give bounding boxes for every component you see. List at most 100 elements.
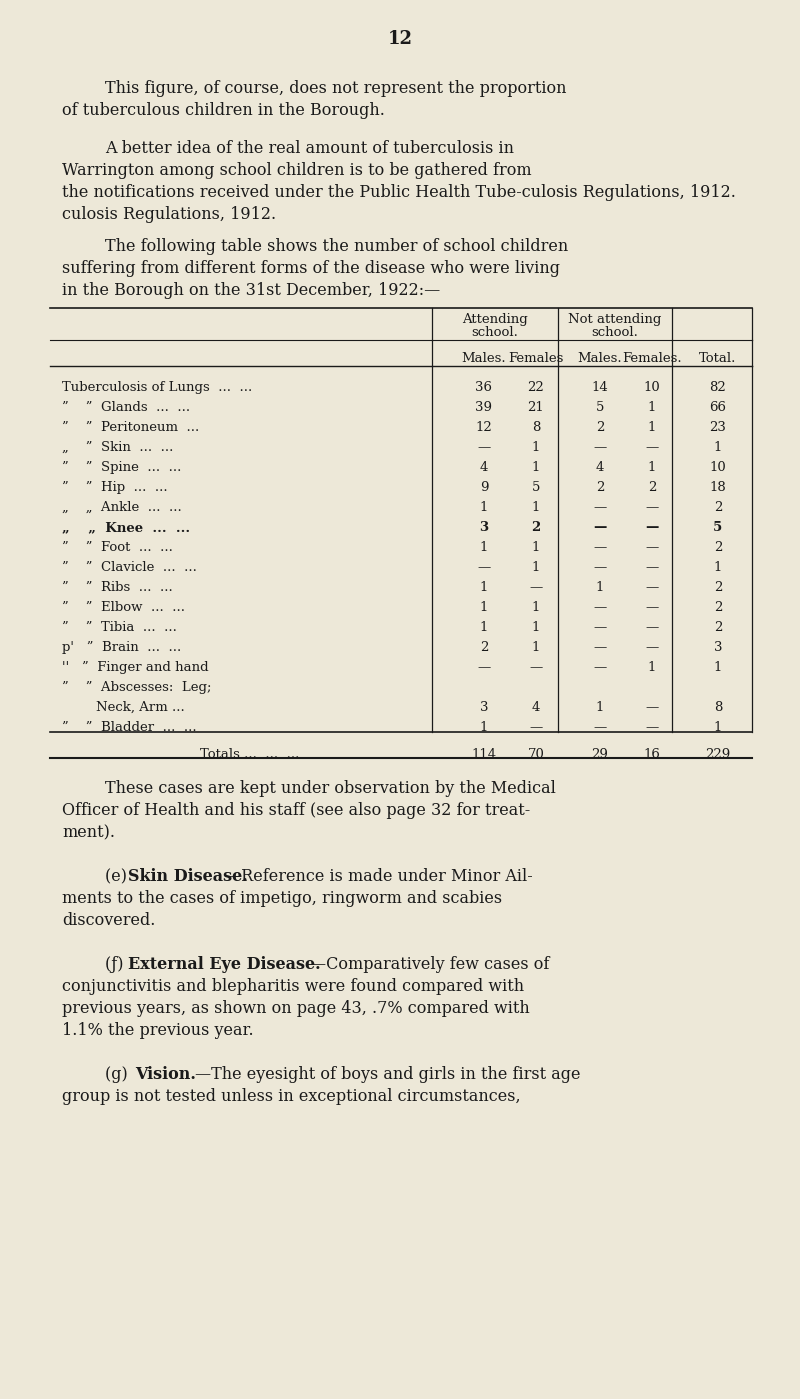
Text: 1: 1	[532, 561, 540, 574]
Text: 1: 1	[648, 402, 656, 414]
Text: —: —	[478, 660, 490, 674]
Text: 2: 2	[714, 602, 722, 614]
Text: 22: 22	[528, 381, 544, 395]
Text: ''   ”  Finger and hand: '' ” Finger and hand	[62, 660, 209, 674]
Text: ments to the cases of impetigo, ringworm and scabies: ments to the cases of impetigo, ringworm…	[62, 890, 502, 907]
Text: in the Borough on the 31st December, 1922:—: in the Borough on the 31st December, 192…	[62, 283, 440, 299]
Text: Warrington among school children is to be gathered from: Warrington among school children is to b…	[62, 162, 532, 179]
Text: ment).: ment).	[62, 824, 115, 841]
Text: ”    ”  Hip  ...  ...: ” ” Hip ... ...	[62, 481, 168, 494]
Text: group is not tested unless in exceptional circumstances,: group is not tested unless in exceptiona…	[62, 1088, 521, 1105]
Text: —: —	[594, 621, 606, 634]
Text: 5: 5	[714, 520, 722, 534]
Text: 4: 4	[596, 462, 604, 474]
Text: 1: 1	[532, 501, 540, 513]
Text: —: —	[646, 501, 658, 513]
Text: 66: 66	[710, 402, 726, 414]
Text: 1: 1	[480, 501, 488, 513]
Text: 1: 1	[480, 602, 488, 614]
Text: 1: 1	[480, 541, 488, 554]
Text: 10: 10	[644, 381, 660, 395]
Text: —: —	[478, 561, 490, 574]
Text: ”    ”  Peritoneum  ...: ” ” Peritoneum ...	[62, 421, 199, 434]
Text: 8: 8	[532, 421, 540, 434]
Text: 1.1% the previous year.: 1.1% the previous year.	[62, 1023, 254, 1039]
Text: —: —	[646, 541, 658, 554]
Text: 1: 1	[480, 581, 488, 595]
Text: Tuberculosis of Lungs  ...  ...: Tuberculosis of Lungs ... ...	[62, 381, 252, 395]
Text: A better idea of the real amount of tuberculosis in: A better idea of the real amount of tube…	[105, 140, 514, 157]
Text: Attending: Attending	[462, 313, 528, 326]
Text: 1: 1	[714, 660, 722, 674]
Text: the notifications received under the Public Health Tube­culosis Regulations, 191: the notifications received under the Pub…	[62, 185, 736, 201]
Text: 1: 1	[532, 462, 540, 474]
Text: ”    ”  Glands  ...  ...: ” ” Glands ... ...	[62, 402, 190, 414]
Text: Total.: Total.	[699, 353, 737, 365]
Text: Females.: Females.	[622, 353, 682, 365]
Text: 9: 9	[480, 481, 488, 494]
Text: school.: school.	[471, 326, 518, 339]
Text: —: —	[646, 720, 658, 734]
Text: 2: 2	[714, 621, 722, 634]
Text: 1: 1	[648, 462, 656, 474]
Text: —: —	[646, 641, 658, 653]
Text: 18: 18	[710, 481, 726, 494]
Text: school.: school.	[591, 326, 638, 339]
Text: —The eyesight of boys and girls in the first age: —The eyesight of boys and girls in the f…	[195, 1066, 581, 1083]
Text: 36: 36	[475, 381, 493, 395]
Text: 12: 12	[476, 421, 492, 434]
Text: 14: 14	[592, 381, 608, 395]
Text: —: —	[594, 720, 606, 734]
Text: —: —	[646, 602, 658, 614]
Text: —: —	[594, 641, 606, 653]
Text: Males.: Males.	[462, 353, 506, 365]
Text: р'   ”  Brain  ...  ...: р' ” Brain ... ...	[62, 641, 182, 653]
Text: 1: 1	[532, 441, 540, 455]
Text: —: —	[646, 581, 658, 595]
Text: 1: 1	[714, 441, 722, 455]
Text: 10: 10	[710, 462, 726, 474]
Text: 1: 1	[648, 421, 656, 434]
Text: 1: 1	[596, 701, 604, 713]
Text: 229: 229	[706, 748, 730, 761]
Text: ”    ”  Elbow  ...  ...: ” ” Elbow ... ...	[62, 602, 185, 614]
Text: 2: 2	[714, 501, 722, 513]
Text: —: —	[594, 520, 606, 534]
Text: —: —	[594, 441, 606, 455]
Text: 1: 1	[480, 720, 488, 734]
Text: Skin Disease.: Skin Disease.	[128, 867, 248, 886]
Text: 1: 1	[596, 581, 604, 595]
Text: —: —	[646, 441, 658, 455]
Text: —: —	[594, 561, 606, 574]
Text: —: —	[594, 660, 606, 674]
Text: 1: 1	[532, 541, 540, 554]
Text: The following table shows the number of school children: The following table shows the number of …	[105, 238, 568, 255]
Text: 3: 3	[714, 641, 722, 653]
Text: 1: 1	[648, 660, 656, 674]
Text: „    „  Ankle  ...  ...: „ „ Ankle ... ...	[62, 501, 182, 513]
Text: Not attending: Not attending	[568, 313, 662, 326]
Text: 1: 1	[714, 720, 722, 734]
Text: conjunctivitis and blepharitis were found compared with: conjunctivitis and blepharitis were foun…	[62, 978, 524, 995]
Text: —: —	[646, 561, 658, 574]
Text: ”    ”  Foot  ...  ...: ” ” Foot ... ...	[62, 541, 173, 554]
Text: 2: 2	[480, 641, 488, 653]
Text: 5: 5	[596, 402, 604, 414]
Text: ”    ”  Bladder  ...  ...: ” ” Bladder ... ...	[62, 720, 197, 734]
Text: Vision.: Vision.	[135, 1066, 196, 1083]
Text: Females: Females	[508, 353, 564, 365]
Text: —: —	[594, 602, 606, 614]
Text: 114: 114	[471, 748, 497, 761]
Text: 4: 4	[532, 701, 540, 713]
Text: These cases are kept under observation by the Medical: These cases are kept under observation b…	[105, 781, 556, 797]
Text: —: —	[646, 520, 658, 534]
Text: 21: 21	[528, 402, 544, 414]
Text: 70: 70	[527, 748, 545, 761]
Text: 12: 12	[387, 29, 413, 48]
Text: ”    ”  Abscesses:  Leg;: ” ” Abscesses: Leg;	[62, 681, 211, 694]
Text: of tuberculous children in the Borough.: of tuberculous children in the Borough.	[62, 102, 385, 119]
Text: —: —	[530, 720, 542, 734]
Text: suffering from different forms of the disease who were living: suffering from different forms of the di…	[62, 260, 560, 277]
Text: This figure, of course, does not represent the proportion: This figure, of course, does not represe…	[105, 80, 566, 97]
Text: Officer of Health and his staff (see also page 32 for treat-: Officer of Health and his staff (see als…	[62, 802, 530, 818]
